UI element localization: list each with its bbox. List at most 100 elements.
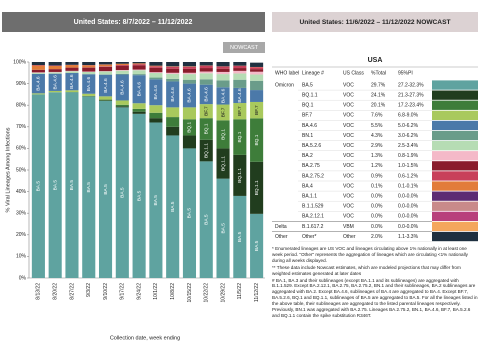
segment-label: BA.4.6 xyxy=(52,75,58,90)
pct-total: 2.0% xyxy=(371,234,383,240)
y-tick-label: 100% xyxy=(13,59,26,65)
column-header: US Class xyxy=(343,70,364,76)
bar-segment xyxy=(98,66,113,72)
bar-segment xyxy=(149,122,163,278)
pi: 0.0-0.0% xyxy=(398,214,419,220)
x-tick-label: 8/20/22 xyxy=(53,283,59,300)
bar-segment xyxy=(199,104,213,119)
bar-segment xyxy=(233,62,247,66)
bar-segment xyxy=(216,178,230,278)
us-class: VOC xyxy=(343,133,354,139)
bar-segment xyxy=(82,93,96,96)
bar-segment xyxy=(65,73,79,91)
bar-segment xyxy=(216,148,230,179)
pi: 0.0-0.0% xyxy=(398,224,419,230)
segment-label: BA.4.6 xyxy=(204,87,210,102)
us-class: VOC xyxy=(343,204,354,210)
pi: 6.8-9.0% xyxy=(398,113,419,119)
us-class: VOC xyxy=(343,193,354,199)
x-tick-label: 8/13/22 xyxy=(36,283,42,300)
lineage: B.1.1.529 xyxy=(302,204,324,210)
pct-total: 0.0% xyxy=(371,204,383,210)
x-tick-label: 11/12/22 xyxy=(254,283,260,302)
bar-segment xyxy=(149,67,163,73)
bar-segment xyxy=(250,74,264,81)
bar-segment xyxy=(199,62,213,66)
bar-segment xyxy=(149,66,163,68)
color-swatch xyxy=(432,151,478,161)
bar-segment xyxy=(233,68,247,71)
segment-label: BQ.1 xyxy=(187,122,193,133)
bar-segment xyxy=(65,92,79,279)
segment-label: BA.5 xyxy=(220,223,226,234)
bar-segment xyxy=(199,73,213,80)
bar-segment xyxy=(216,74,230,81)
y-tick-label: 10% xyxy=(16,254,27,260)
bar-segment xyxy=(98,96,113,100)
us-class: VOC xyxy=(343,92,354,98)
x-tick-label: 10/8/22 xyxy=(170,283,176,300)
bar-segment xyxy=(250,80,264,91)
bar-segment xyxy=(216,62,230,67)
pct-total: 0.9% xyxy=(371,173,383,179)
pct-total: 7.6% xyxy=(371,113,383,119)
segment-label: BQ.1.1 xyxy=(254,180,260,195)
lineage: BA.2.12.1 xyxy=(302,214,324,220)
segment-label: BA.5 xyxy=(136,190,142,201)
bar-segment xyxy=(98,62,113,65)
bar-segment xyxy=(199,118,213,140)
bar-segment xyxy=(115,107,129,278)
bar-segment xyxy=(31,69,45,73)
header-left: United States: 8/7/2022 – 11/12/2022 xyxy=(74,19,193,26)
pct-total: 0.0% xyxy=(371,214,383,220)
bar-segment xyxy=(182,119,197,136)
y-tick-label: 0% xyxy=(19,275,27,281)
bar-segment xyxy=(65,71,79,74)
x-tick-label: 10/1/22 xyxy=(153,283,159,300)
bar-segment xyxy=(115,100,129,105)
segment-label: BA.5 xyxy=(153,195,159,206)
bar-segment xyxy=(115,73,129,75)
bar-segment xyxy=(132,69,146,71)
y-tick-label: 60% xyxy=(16,146,27,152)
segment-label: BF.7 xyxy=(254,105,260,115)
y-tick-label: 90% xyxy=(16,81,27,87)
segment-label: BA.5 xyxy=(52,180,58,191)
pi: 0.6-1.2% xyxy=(398,173,419,179)
color-swatch xyxy=(432,201,478,211)
segment-label: BF.7 xyxy=(237,106,243,116)
color-swatch xyxy=(432,120,478,131)
bar-segment xyxy=(182,74,197,80)
bar-segment xyxy=(82,62,96,66)
bar-segment xyxy=(216,66,230,69)
header-bar xyxy=(272,12,478,32)
bar-segment xyxy=(149,77,163,80)
x-tick-label: 9/10/22 xyxy=(103,283,109,300)
bar-segment xyxy=(65,62,79,65)
us-class: VOC xyxy=(343,214,354,220)
segment-label: BA.4.6 xyxy=(120,80,126,95)
x-tick-label: 10/29/22 xyxy=(220,283,226,303)
color-swatch xyxy=(432,231,478,242)
segment-label: BA.5 xyxy=(187,208,193,219)
lineage: BQ.1.1 xyxy=(302,92,318,98)
bar-segment xyxy=(132,113,146,278)
pi: 3.0-6.2% xyxy=(398,133,419,139)
bar-segment xyxy=(250,101,264,119)
column-header: %Total xyxy=(371,70,386,76)
bar-segment xyxy=(166,81,180,108)
bar-segment xyxy=(82,65,96,68)
segment-label: BA.4.6 xyxy=(36,76,42,91)
x-tick-label: 11/5/22 xyxy=(237,283,243,300)
us-class: VOC xyxy=(343,163,354,169)
bar-segment xyxy=(182,66,197,69)
bar-segment xyxy=(166,126,180,136)
bar-segment xyxy=(132,63,146,65)
bar-segment xyxy=(199,79,213,85)
x-tick-label: 10/15/22 xyxy=(187,283,193,303)
header-bar xyxy=(2,12,265,32)
bar-segment xyxy=(48,62,62,66)
bar-segment xyxy=(82,96,96,278)
us-class: VBM xyxy=(343,224,354,230)
bar-segment xyxy=(199,71,213,74)
